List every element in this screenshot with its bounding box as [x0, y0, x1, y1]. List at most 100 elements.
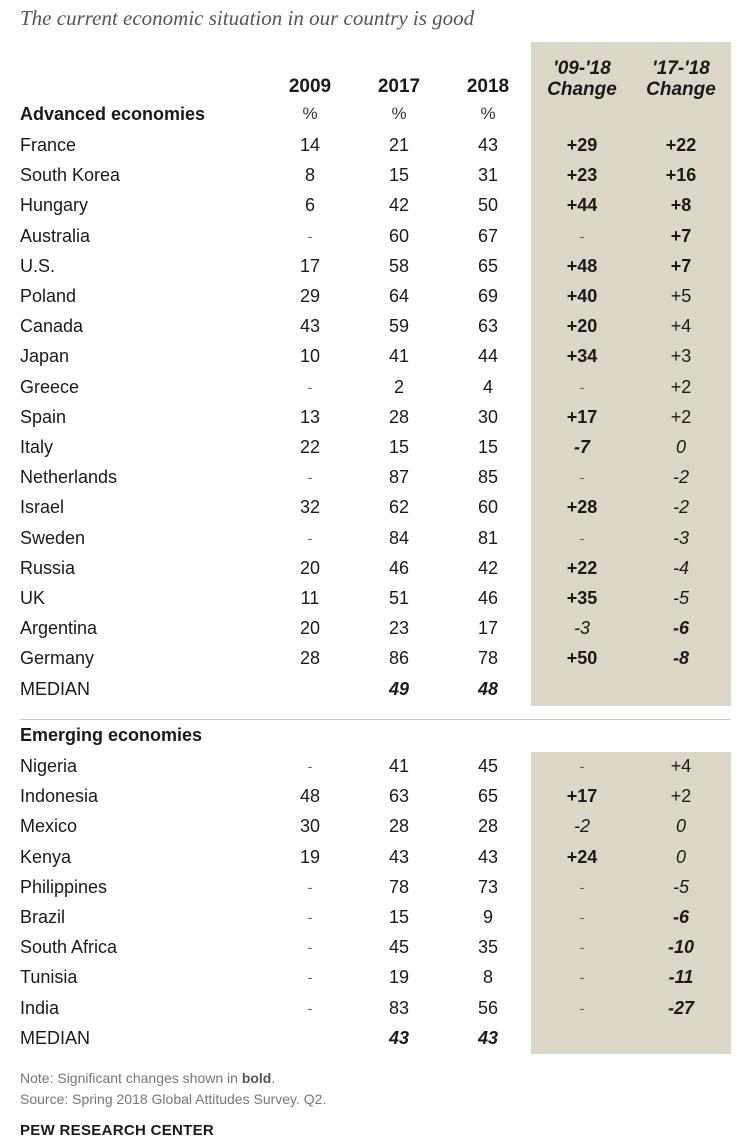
- value-2017: 84: [388, 527, 410, 548]
- section-divider: [20, 719, 731, 720]
- median-2018: 48: [477, 678, 499, 699]
- change-17-18: +4: [670, 316, 692, 337]
- value-2017: 19: [388, 967, 410, 988]
- change-09-18: -3: [573, 618, 590, 639]
- change-09-18: -: [579, 469, 585, 486]
- value-2017: 15: [388, 165, 410, 186]
- table-row: Japan 10 41 44 +34 +3: [0, 345, 750, 375]
- value-2018: 65: [477, 255, 499, 276]
- change-17-18: +3: [670, 346, 692, 367]
- value-2017: 43: [388, 846, 410, 867]
- change-09-18: +29: [566, 135, 598, 155]
- value-2018: 67: [477, 225, 499, 246]
- median-row: MEDIAN 49 48: [0, 678, 750, 708]
- table-row: Brazil - 15 9 - -6: [0, 906, 750, 936]
- table-row: Australia - 60 67 - +7: [0, 225, 750, 255]
- table-row: UK 11 51 46 +35 -5: [0, 587, 750, 617]
- change-09-18: +20: [566, 316, 598, 337]
- unit-label-2017: %: [391, 104, 407, 123]
- median-2018: 43: [477, 1027, 499, 1048]
- change-17-18: -2: [672, 497, 689, 518]
- value-2017: 28: [388, 816, 410, 837]
- table-row: Mexico 30 28 28 -2 0: [0, 815, 750, 845]
- change-09-18: +17: [566, 786, 598, 807]
- table-row: Spain 13 28 30 +17 +2: [0, 406, 750, 436]
- value-2017: 58: [388, 255, 410, 276]
- unit-label-2009: %: [302, 104, 318, 123]
- change-17-18: 0: [675, 437, 686, 457]
- table-row: Greece - 2 4 - +2: [0, 376, 750, 406]
- change-09-18: +17: [566, 406, 598, 427]
- change-columns-shade-advanced: [531, 42, 731, 706]
- change-columns-shade-emerging: [531, 752, 731, 1054]
- value-2009: 29: [299, 286, 321, 306]
- column-header-2017: 2017: [377, 76, 421, 97]
- change-09-18: +35: [566, 588, 598, 608]
- table-row: France 14 21 43 +29 +22: [0, 134, 750, 164]
- change-09-18: +23: [566, 165, 598, 186]
- table-row: Canada 43 59 63 +20 +4: [0, 315, 750, 345]
- table-row: South Korea 8 15 31 +23 +16: [0, 164, 750, 194]
- value-2017: 28: [388, 406, 410, 427]
- value-2009: -: [307, 939, 313, 956]
- change-09-18: +22: [566, 557, 598, 578]
- value-2009: 30: [299, 816, 321, 837]
- change-09-18: -: [579, 878, 585, 895]
- change-17-18: +5: [670, 286, 692, 306]
- value-2018: 44: [477, 346, 499, 367]
- country-label: Poland: [20, 286, 77, 306]
- table-row: Tunisia - 19 8 - -11: [0, 966, 750, 996]
- value-2009: -: [307, 969, 313, 986]
- country-label: South Korea: [20, 165, 121, 186]
- value-2017: 86: [388, 648, 410, 669]
- value-2009: 22: [299, 437, 321, 457]
- country-label: Hungary: [20, 195, 89, 216]
- table-row: Nigeria - 41 45 - +4: [0, 755, 750, 785]
- change-17-18: +2: [670, 786, 692, 807]
- change-09-18: -: [579, 909, 585, 925]
- change-17-18: +4: [670, 756, 692, 776]
- change-09-18: -: [579, 969, 585, 986]
- table-row: Netherlands - 87 85 - -2: [0, 466, 750, 496]
- change-17-18: +2: [670, 406, 692, 427]
- value-2018: 8: [482, 967, 493, 988]
- value-2009: 14: [299, 135, 321, 155]
- country-label: Mexico: [20, 816, 78, 837]
- change-09-18: +34: [566, 346, 598, 367]
- change-17-18: +16: [665, 165, 697, 186]
- country-label: Italy: [20, 437, 54, 457]
- median-row: MEDIAN 43 43: [0, 1027, 750, 1057]
- pew-logo-text: PEW RESEARCH CENTER: [20, 1122, 215, 1139]
- unit-label-2018: %: [480, 104, 496, 123]
- change-09-18: +48: [566, 255, 598, 276]
- table-row: Kenya 19 43 43 +24 0: [0, 846, 750, 876]
- change-17-18: 0: [675, 816, 686, 837]
- change-17-18: -6: [672, 907, 689, 927]
- change-17-18: -2: [672, 467, 689, 488]
- value-2017: 59: [388, 316, 410, 337]
- value-2018: 4: [482, 376, 493, 397]
- table-row: India - 83 56 - -27: [0, 997, 750, 1027]
- change-09-18: +24: [566, 846, 598, 867]
- value-2018: 46: [477, 588, 499, 608]
- value-2009: 13: [299, 406, 321, 427]
- value-2018: 78: [477, 648, 499, 669]
- value-2018: 45: [477, 756, 499, 776]
- column-header-2018: 2018: [466, 76, 510, 97]
- value-2018: 81: [477, 527, 499, 548]
- chart-title: The current economic situation in our co…: [20, 6, 475, 30]
- country-label: Russia: [20, 557, 76, 578]
- value-2017: 45: [388, 937, 410, 958]
- table-row: Hungary 6 42 50 +44 +8: [0, 194, 750, 224]
- value-2009: -: [307, 758, 313, 774]
- country-label: Israel: [20, 497, 65, 518]
- table-row: U.S. 17 58 65 +48 +7: [0, 255, 750, 285]
- change-17-18: -27: [667, 997, 694, 1018]
- value-2017: 78: [388, 876, 410, 897]
- change-17-18: -6: [672, 618, 689, 639]
- value-2009: -: [307, 909, 313, 925]
- value-2017: 15: [388, 437, 410, 457]
- value-2009: 19: [299, 846, 321, 867]
- change-17-18: -5: [672, 588, 689, 608]
- value-2018: 69: [477, 286, 499, 306]
